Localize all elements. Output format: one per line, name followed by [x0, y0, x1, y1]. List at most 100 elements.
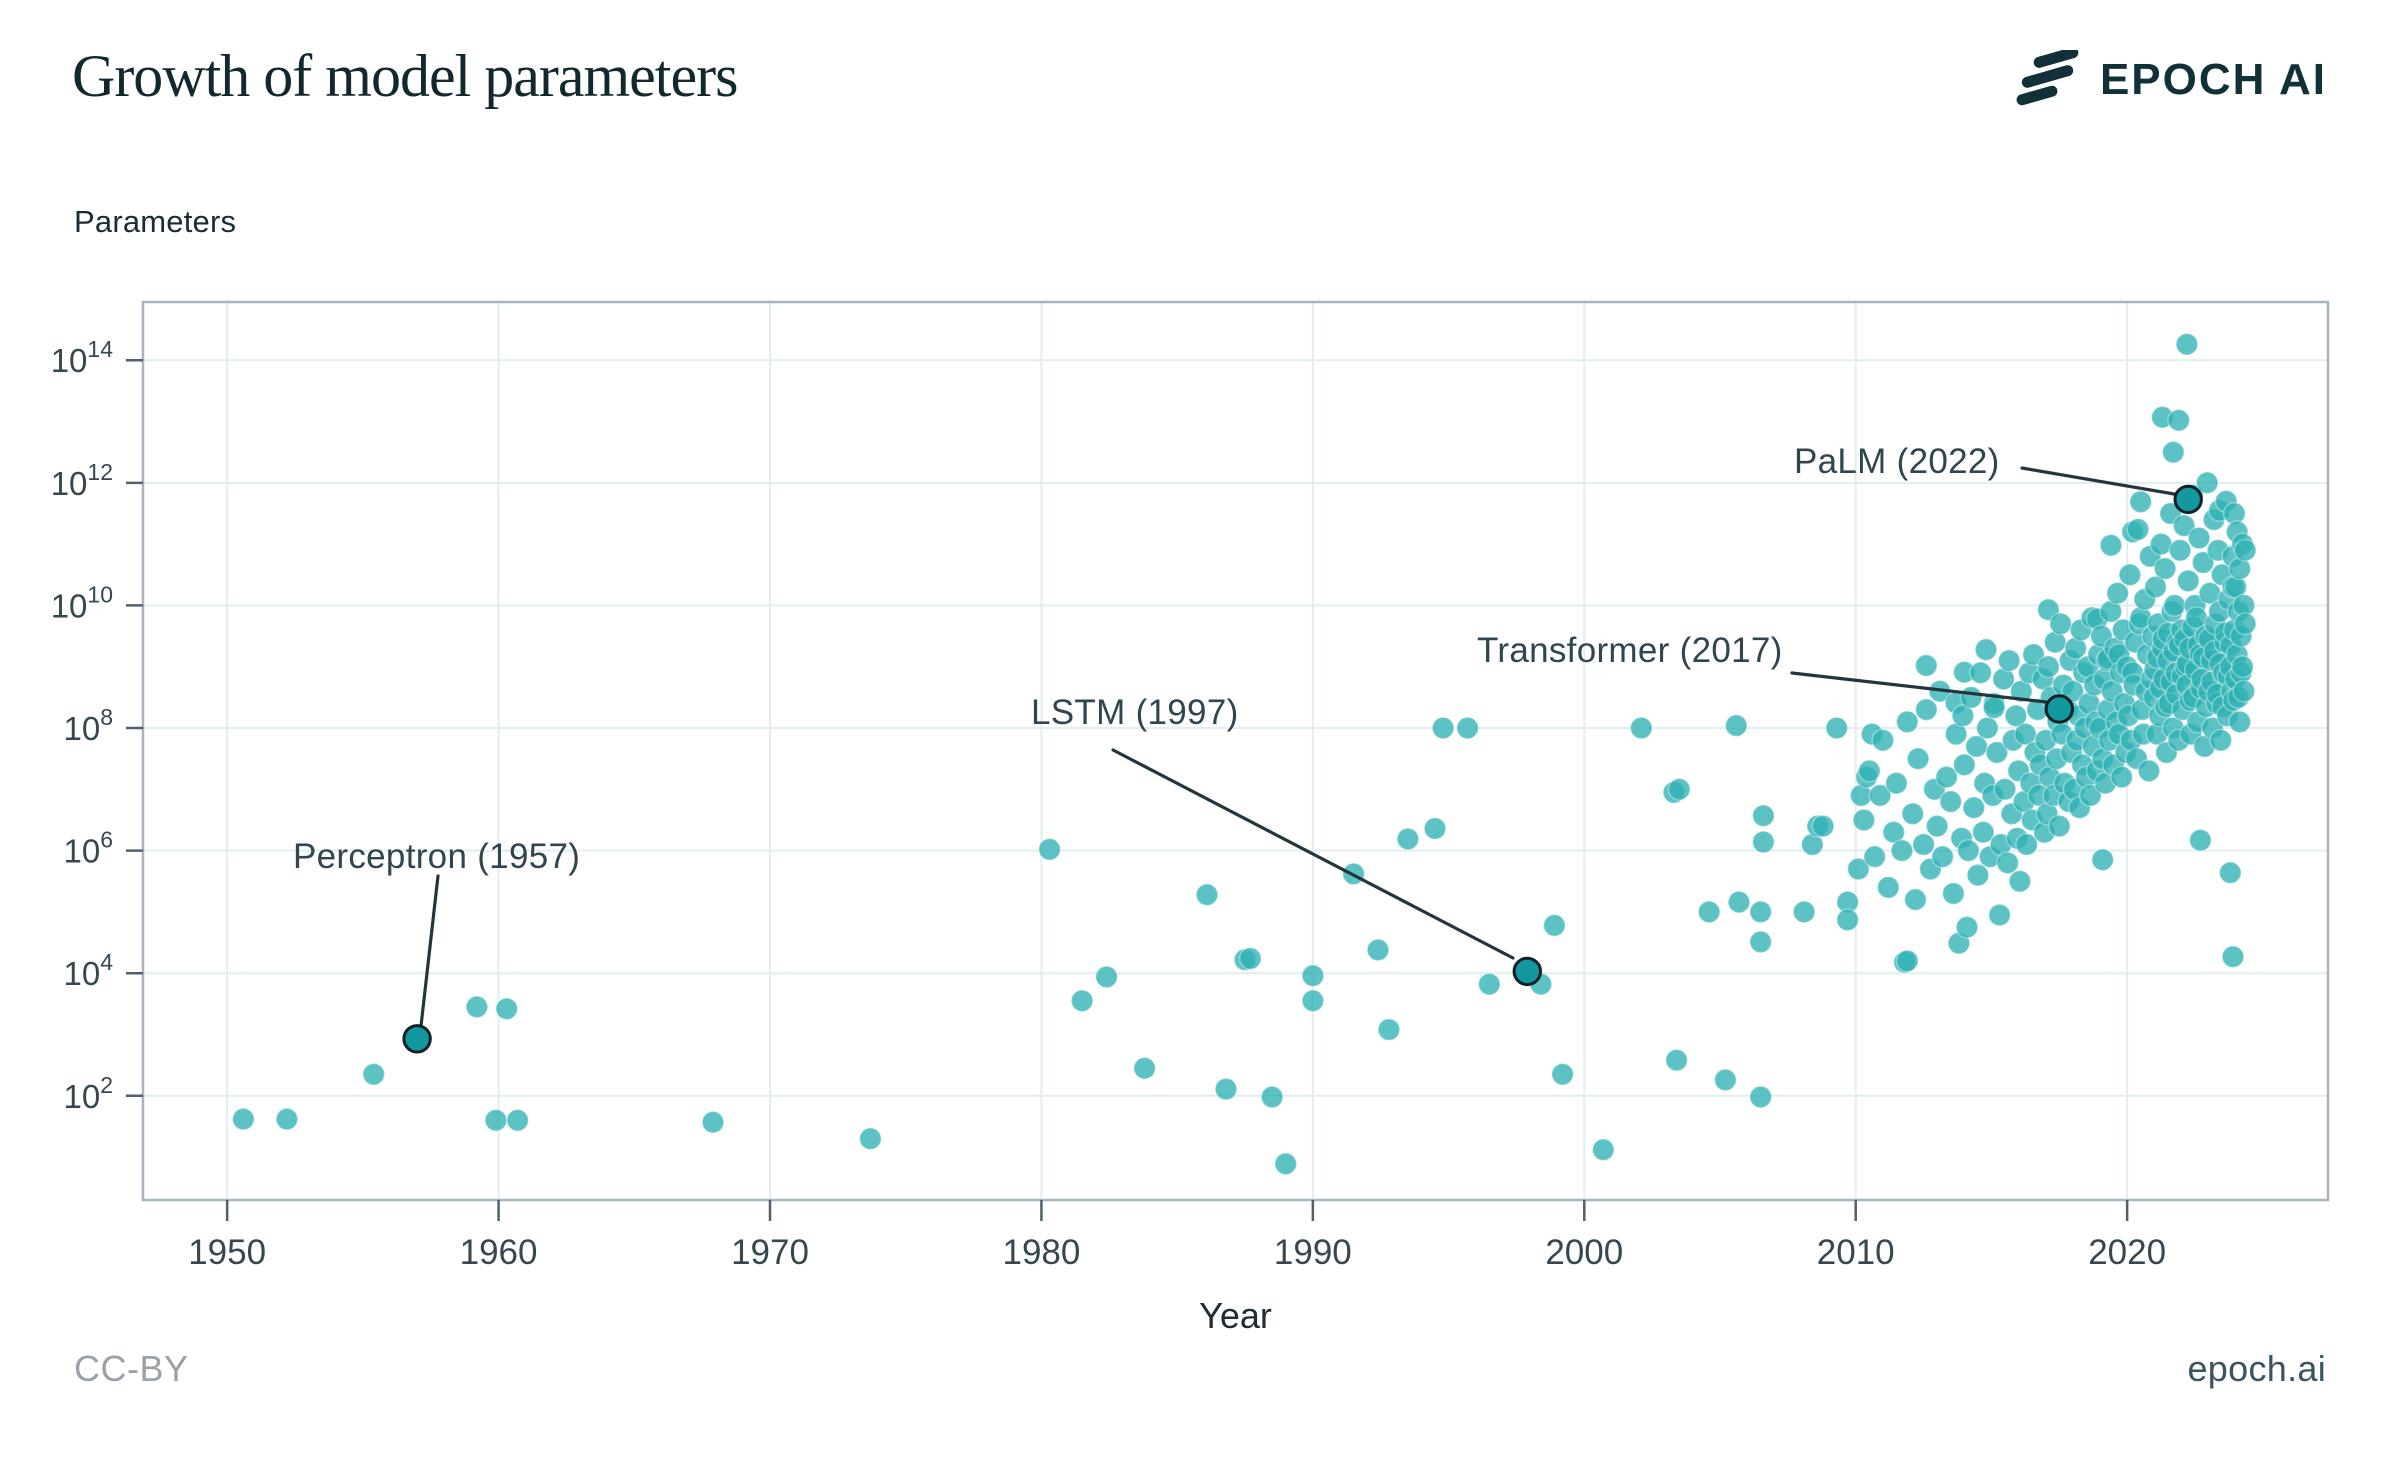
- data-point: [1968, 661, 1993, 685]
- highlighted-data-point: [2173, 484, 2203, 515]
- data-point: [1591, 1138, 1615, 1162]
- data-point: [2195, 471, 2219, 495]
- data-point: [1697, 900, 1721, 924]
- data-point: [2191, 550, 2215, 575]
- x-tick-label: 1960: [460, 1233, 538, 1272]
- data-point: [2106, 581, 2130, 605]
- data-point: [2221, 945, 2245, 969]
- annotation-label: PaLM (2022): [1794, 442, 2000, 481]
- data-point: [2167, 408, 2191, 432]
- data-point: [2049, 612, 2073, 636]
- data-point: [1890, 838, 1914, 863]
- data-point: [1037, 837, 1062, 862]
- data-point: [2233, 538, 2257, 562]
- data-point: [1975, 716, 1999, 740]
- epoch-ai-logo: EPOCH AI: [2016, 50, 2327, 110]
- data-point: [1667, 777, 1691, 801]
- data-point: [1997, 648, 2021, 673]
- data-point: [1846, 857, 1870, 881]
- data-point: [1550, 1062, 1575, 1086]
- data-point: [465, 995, 489, 1019]
- data-point: [1956, 838, 1980, 863]
- highlighted-data-point: [402, 1024, 432, 1054]
- y-tick-label: 102: [63, 1072, 113, 1115]
- data-point: [1260, 1085, 1284, 1109]
- data-point: [1792, 900, 1816, 924]
- data-point: [2099, 533, 2123, 557]
- data-point: [1964, 734, 1989, 759]
- data-point: [2175, 332, 2199, 356]
- data-point: [2232, 679, 2256, 703]
- data-point: [484, 1108, 508, 1132]
- data-point: [505, 1108, 530, 1132]
- data-point: [1431, 716, 1455, 740]
- data-point: [1871, 728, 1895, 752]
- data-point: [1959, 685, 1983, 710]
- data-point: [1713, 1068, 1737, 1092]
- data-point: [2015, 832, 2039, 857]
- data-point: [701, 1110, 725, 1134]
- data-point: [1455, 716, 1480, 740]
- data-point: [1911, 832, 1936, 857]
- data-point: [1974, 637, 1998, 662]
- data-point: [1811, 814, 1835, 838]
- epoch-ai-logo-icon: [2016, 50, 2082, 110]
- data-point: [1996, 851, 2020, 875]
- x-tick-label: 2020: [2088, 1233, 2166, 1272]
- data-point: [1751, 804, 1775, 828]
- data-point: [1214, 1077, 1238, 1101]
- site-label: epoch.ai: [2187, 1348, 2326, 1389]
- data-point: [1301, 989, 1325, 1013]
- data-point: [1882, 820, 1906, 844]
- data-point: [2036, 598, 2060, 622]
- x-axis-title: Year: [1199, 1295, 1272, 1336]
- x-tick-label: 1990: [1274, 1233, 1352, 1272]
- data-point: [2209, 728, 2233, 752]
- annotation-label: Transformer (2017): [1477, 631, 1783, 670]
- x-tick-label: 1950: [188, 1233, 266, 1272]
- data-point: [1749, 1085, 1773, 1109]
- data-point: [1955, 915, 1979, 939]
- data-point: [1985, 740, 2009, 765]
- data-point: [1962, 796, 1986, 820]
- x-tick-label: 1980: [1002, 1233, 1080, 1272]
- data-point: [1477, 972, 1501, 996]
- data-point: [1987, 903, 2012, 927]
- data-point: [1727, 890, 1751, 914]
- annotation-line: [419, 874, 440, 1028]
- data-point: [1366, 938, 1390, 962]
- highlighted-data-point: [1512, 956, 1543, 987]
- data-point: [1423, 816, 1447, 841]
- data-point: [1952, 753, 1976, 777]
- data-point: [1895, 710, 1919, 734]
- data-point: [1966, 863, 1990, 887]
- y-tick-label: 1012: [51, 459, 113, 502]
- data-point: [362, 1062, 386, 1086]
- data-point: [1914, 653, 1938, 678]
- data-point: [2126, 517, 2150, 542]
- data-point: [1749, 900, 1773, 924]
- annotation-line: [1790, 671, 2048, 704]
- annotation-line: [2020, 466, 2176, 496]
- data-point: [1852, 808, 1876, 832]
- data-point: [2161, 440, 2185, 464]
- data-point: [1094, 965, 1119, 989]
- data-point: [1930, 845, 1955, 869]
- data-point: [2230, 655, 2255, 679]
- data-point: [2009, 679, 2033, 703]
- data-point: [1951, 704, 1975, 728]
- data-point: [1835, 908, 1860, 932]
- data-point: [1396, 827, 1420, 851]
- plot-frame: [141, 300, 2330, 1202]
- data-point: [2013, 722, 2037, 746]
- data-point: [2091, 848, 2115, 872]
- data-point: [2008, 869, 2032, 893]
- data-point: [2176, 569, 2200, 593]
- data-point: [2021, 642, 2046, 667]
- y-tick-label: 104: [63, 949, 113, 992]
- data-point: [1664, 1048, 1689, 1072]
- data-point: [2110, 765, 2134, 789]
- data-point: [1301, 964, 1325, 988]
